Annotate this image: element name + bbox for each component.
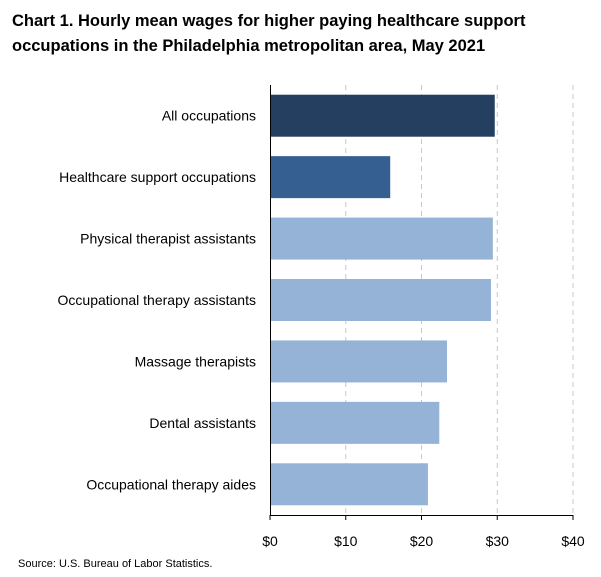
bars (270, 94, 495, 506)
category-label-1: Healthcare support occupations (59, 169, 256, 185)
bar-0 (270, 94, 495, 137)
x-axis: $0 $10 $20 $30 $40 (262, 85, 585, 549)
x-tick-label-30: $30 (486, 533, 510, 549)
bar-1 (270, 156, 391, 199)
x-tick-label-0: $0 (262, 533, 278, 549)
category-label-0: All occupations (162, 108, 256, 124)
x-tick-label-20: $20 (410, 533, 434, 549)
bar-5 (270, 401, 440, 444)
category-label-6: Occupational therapy aides (86, 476, 256, 492)
category-label-2: Physical therapist assistants (80, 231, 256, 247)
bar-2 (270, 217, 493, 260)
category-label-5: Dental assistants (149, 415, 256, 431)
source-note: Source: U.S. Bureau of Labor Statistics. (18, 558, 213, 570)
category-label-3: Occupational therapy assistants (58, 292, 256, 308)
category-labels: All occupations Healthcare support occupa… (58, 108, 256, 493)
category-label-4: Massage therapists (135, 353, 256, 369)
bar-4 (270, 340, 448, 383)
bar-3 (270, 279, 491, 321)
x-tick-label-10: $10 (334, 533, 358, 549)
bar-6 (270, 463, 428, 506)
chart-title: Chart 1. Hourly mean wages for higher pa… (12, 12, 526, 55)
x-tick-label-40: $40 (561, 533, 585, 549)
